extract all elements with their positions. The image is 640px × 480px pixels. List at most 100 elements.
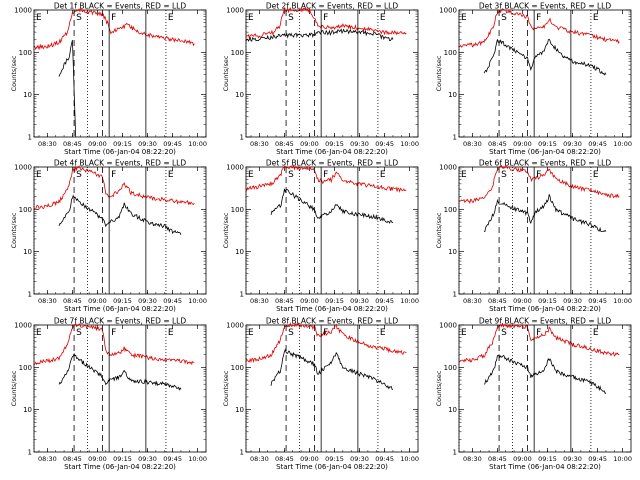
events-series-line [58, 194, 182, 235]
lld-series-line [245, 6, 407, 40]
y-tick-label: 10 [23, 406, 32, 414]
y-tick-label: 1 [240, 134, 244, 142]
x-tick-label: 08:45 [63, 140, 82, 148]
x-tick-label: 09:15 [538, 455, 557, 463]
y-tick-label: 10 [448, 91, 457, 99]
time-marker-label: E [593, 13, 599, 23]
y-tick-label: 1 [240, 291, 244, 299]
time-marker-label: S [501, 13, 507, 23]
y-tick-label: 1000 [439, 164, 457, 172]
time-marker-label: F [111, 170, 116, 180]
time-marker-label: E [461, 328, 467, 338]
x-tick-label: 09:15 [113, 455, 132, 463]
x-tick-label: 10:00 [188, 455, 207, 463]
lld-series-line [458, 8, 620, 48]
y-axis-label: Counts/sec [222, 212, 230, 248]
y-tick-label: 1 [28, 291, 32, 299]
time-marker-label: S [288, 13, 294, 23]
plot-frame [245, 9, 419, 138]
x-tick-label: 08:30 [38, 140, 57, 148]
y-axis-label: Counts/sec [10, 212, 18, 248]
plot-frame [33, 166, 207, 295]
events-series-line [483, 38, 607, 76]
y-tick-label: 10 [448, 406, 457, 414]
chart-panel-7: Det 7f BLACK = Events, RED = LLD 1 10 100 10… [10, 317, 207, 472]
x-axis-label: Start Time (06-Jan-04 08:22:20) [64, 463, 176, 471]
time-marker-label: F [536, 170, 541, 180]
x-tick-label: 09:45 [163, 297, 182, 305]
chart-title: Det 8f BLACK = Events, RED = LLD [266, 317, 399, 326]
y-tick-label: 10 [235, 91, 244, 99]
plot-frame [245, 166, 419, 295]
chart-title: Det 5f BLACK = Events, RED = LLD [266, 159, 399, 168]
x-axis-label: Start Time (06-Jan-04 08:22:20) [276, 305, 388, 313]
x-tick-label: 10:00 [613, 455, 632, 463]
y-tick-label: 100 [444, 49, 457, 57]
y-tick-label: 10 [23, 248, 32, 256]
x-tick-label: 10:00 [400, 297, 419, 305]
y-axis-label: Counts/sec [435, 212, 443, 248]
y-tick-label: 100 [231, 49, 244, 57]
time-marker-label: S [501, 328, 507, 338]
x-tick-label: 09:45 [588, 297, 607, 305]
x-tick-label: 08:30 [250, 140, 269, 148]
x-tick-label: 10:00 [400, 140, 419, 148]
time-marker-label: S [288, 170, 294, 180]
y-tick-label: 10 [235, 248, 244, 256]
x-tick-label: 09:00 [513, 455, 532, 463]
chart-panel-6: Det 6f BLACK = Events, RED = LLD 1 10 100 10… [435, 159, 632, 314]
y-tick-label: 1000 [14, 7, 32, 15]
y-tick-label: 10 [448, 248, 457, 256]
time-marker-label: E [248, 13, 254, 23]
x-axis-label: Start Time (06-Jan-04 08:22:20) [276, 148, 388, 156]
x-tick-label: 09:00 [300, 140, 319, 148]
x-axis-label: Start Time (06-Jan-04 08:22:20) [489, 463, 601, 471]
x-tick-label: 08:30 [250, 297, 269, 305]
x-tick-label: 09:15 [325, 455, 344, 463]
time-marker-label: F [111, 328, 116, 338]
x-tick-label: 10:00 [613, 297, 632, 305]
lld-series-line [33, 322, 195, 366]
y-tick-label: 1000 [226, 164, 244, 172]
x-tick-label: 10:00 [400, 455, 419, 463]
chart-title: Det 2f BLACK = Events, RED = LLD [266, 2, 399, 11]
events-series-line [58, 40, 77, 138]
y-tick-label: 1000 [226, 322, 244, 330]
x-axis-label: Start Time (06-Jan-04 08:22:20) [489, 305, 601, 313]
time-marker-label: E [380, 170, 386, 180]
time-marker-label: F [536, 328, 541, 338]
x-tick-label: 09:45 [163, 140, 182, 148]
x-tick-label: 08:30 [38, 297, 57, 305]
x-tick-label: 09:30 [138, 297, 157, 305]
y-tick-label: 100 [19, 206, 32, 214]
y-tick-label: 100 [19, 49, 32, 57]
x-tick-label: 08:30 [38, 455, 57, 463]
x-tick-label: 08:45 [275, 297, 294, 305]
x-tick-label: 09:00 [300, 297, 319, 305]
time-marker-label: E [36, 170, 42, 180]
events-series-line [270, 348, 394, 390]
x-tick-label: 09:15 [538, 297, 557, 305]
y-tick-label: 1000 [439, 7, 457, 15]
chart-title: Det 1f BLACK = Events, RED = LLD [54, 2, 187, 11]
time-marker-label: S [76, 13, 82, 23]
x-tick-label: 09:30 [138, 455, 157, 463]
time-marker-label: F [536, 13, 541, 23]
x-tick-label: 09:30 [563, 140, 582, 148]
time-marker-label: E [248, 328, 254, 338]
x-axis-label: Start Time (06-Jan-04 08:22:20) [64, 305, 176, 313]
events-series-line [270, 188, 394, 224]
chart-panel-2: Det 2f BLACK = Events, RED = LLD 1 10 100 10… [222, 2, 419, 157]
lld-series-line [33, 7, 195, 51]
x-tick-label: 09:00 [513, 140, 532, 148]
events-series-line [483, 193, 607, 233]
x-tick-label: 09:15 [325, 140, 344, 148]
events-series-line [245, 28, 394, 42]
x-tick-label: 09:45 [375, 455, 394, 463]
chart-panel-5: Det 5f BLACK = Events, RED = LLD 1 10 100 10… [222, 159, 419, 314]
x-tick-label: 08:45 [275, 140, 294, 148]
x-tick-label: 10:00 [613, 140, 632, 148]
time-marker-label: S [76, 170, 82, 180]
x-tick-label: 09:30 [350, 297, 369, 305]
x-tick-label: 10:00 [188, 297, 207, 305]
